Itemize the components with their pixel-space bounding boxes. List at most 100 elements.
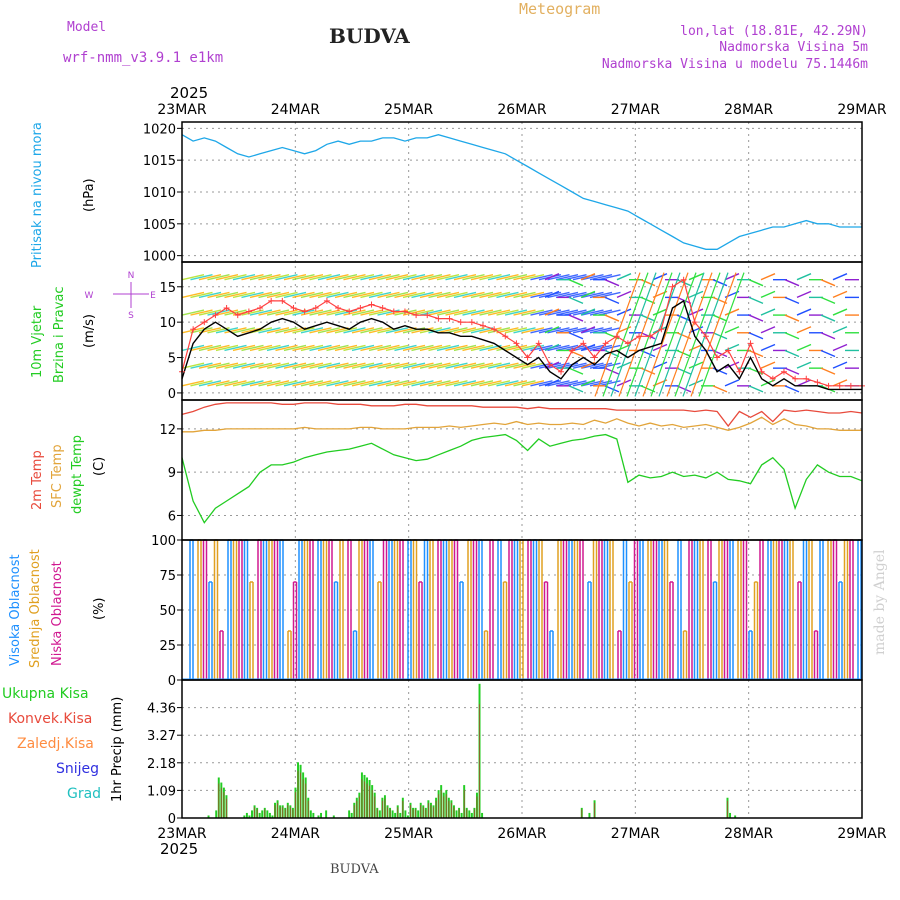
wind-barb [784, 349, 800, 358]
wind-barb [453, 291, 477, 299]
wind-barb [368, 380, 392, 387]
wind-barb [589, 344, 613, 352]
wind-barb [544, 379, 560, 387]
gust-marker [212, 312, 219, 319]
wind-barb [724, 361, 740, 369]
wind-barb [547, 309, 570, 316]
wind-barb [241, 291, 264, 299]
wind-barb [394, 274, 417, 281]
wind-barb [249, 380, 273, 387]
model-label: Model [67, 20, 107, 35]
wind-barb [317, 291, 341, 299]
wind-barb [385, 274, 409, 281]
wind-barb [640, 367, 656, 375]
wind-barb [258, 291, 281, 299]
wind-barb [564, 291, 587, 299]
wind-barb [589, 362, 613, 369]
wind-barb [232, 327, 256, 334]
wind-barb [470, 362, 494, 369]
wind-barb [688, 361, 704, 369]
wind-barb [504, 309, 528, 316]
wind-barb [292, 327, 315, 334]
gust-marker [346, 308, 353, 315]
precip-conv-bar [440, 790, 442, 818]
wind-barb [581, 362, 604, 369]
wind-barb [402, 274, 426, 281]
y-tick-label: 100 [151, 534, 176, 549]
wind-barb [207, 291, 230, 299]
wind-barb [832, 290, 848, 299]
wind-barb [796, 379, 812, 387]
wind-barb [688, 343, 704, 352]
wind-barb [249, 362, 273, 369]
wind-barb [568, 279, 584, 287]
wind-barb [604, 314, 620, 322]
wind-barb [555, 380, 579, 387]
x-tick-label-bottom: 26MAR [497, 826, 546, 842]
wind-barb [748, 314, 764, 322]
wind-barb [436, 362, 460, 369]
gust-marker [647, 333, 654, 340]
wind-barb [283, 362, 307, 369]
wind-barb [832, 308, 848, 316]
wind-barb [547, 327, 570, 334]
wind-barb [326, 291, 349, 299]
wind-barb [760, 326, 776, 334]
wind-barb [385, 362, 409, 369]
wind-barb [652, 273, 668, 281]
wind-barb [652, 343, 668, 352]
gust-marker [513, 340, 520, 347]
wind-barb [334, 291, 358, 299]
precip-conv-bar [289, 807, 291, 818]
wind-barb [402, 309, 426, 316]
y-tick-label: 0 [168, 387, 176, 402]
wind-barb [504, 291, 528, 299]
gust-marker [792, 375, 799, 382]
wind-barb [207, 344, 230, 352]
gust-marker [569, 347, 576, 354]
precip-bar [332, 815, 335, 818]
gust-marker [357, 305, 364, 311]
y-tick-label: 10 [159, 316, 176, 331]
compass-label: N [128, 271, 135, 281]
wind-barb [616, 290, 632, 299]
y-tick-label: 0 [168, 812, 176, 827]
wind-barb [820, 332, 836, 340]
gust-marker [580, 340, 587, 347]
wind-barb [368, 344, 392, 352]
wind-barb [616, 343, 632, 352]
wind-barb [317, 344, 341, 352]
gust-marker [457, 319, 464, 326]
wind-barb [343, 309, 366, 316]
station-title: BUDVA [329, 24, 410, 48]
wind-barb [453, 362, 477, 369]
wind-barb [317, 309, 341, 316]
wind-barb [343, 327, 366, 334]
wind-barb [411, 362, 434, 369]
wind-barb [190, 274, 213, 281]
wind-barb [462, 291, 485, 299]
wind-barb [496, 309, 519, 316]
x-tick-label-top: 28MAR [724, 102, 773, 118]
wind-barb [334, 274, 358, 281]
wind-barb [360, 327, 383, 334]
gust-marker [558, 368, 565, 375]
wind-barb [724, 379, 740, 387]
wind-barb [326, 362, 349, 369]
wind-barb [479, 380, 502, 387]
wind-barb [317, 362, 341, 369]
wind-barb [820, 279, 836, 287]
wind-barb [580, 308, 596, 316]
precip-conv-bar [410, 805, 411, 818]
wind-barb [748, 349, 764, 358]
precip-conv-bar [458, 809, 460, 818]
wind-barb [652, 308, 668, 316]
wind-barb [690, 272, 737, 397]
wind-barb [309, 344, 332, 352]
wind-barb [760, 308, 776, 316]
wind-barb [326, 309, 349, 316]
wind-barb [232, 380, 256, 387]
x-tick-label-bottom: 23MAR [157, 826, 206, 842]
wind-barb [411, 291, 434, 299]
wind-barb [724, 343, 740, 352]
